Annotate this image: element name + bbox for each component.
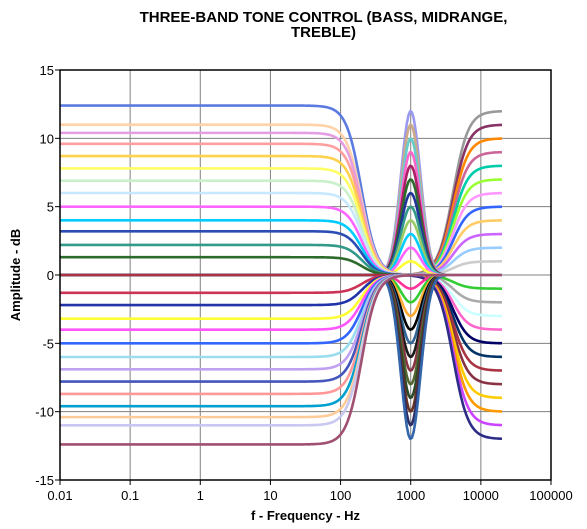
y-tick-label: 0 (47, 268, 54, 283)
y-tick-labels: -15 -10 -5 0 5 10 15 (35, 63, 54, 488)
x-tick-label: 1000 (396, 488, 425, 503)
chart-title-line-2: TREBLE) (291, 24, 356, 41)
chart-title-line-1: THREE-BAND TONE CONTROL (BASS, MIDRANGE, (139, 9, 508, 26)
bass-curve (60, 273, 502, 427)
bass-curve (60, 131, 502, 277)
y-tick-label: 15 (40, 63, 54, 78)
y-tick-label: -5 (42, 336, 54, 351)
bass-curve (60, 142, 502, 277)
x-tick-label: 100 (330, 488, 352, 503)
chart-title: THREE-BAND TONE CONTROL (BASS, MIDRANGE,… (60, 10, 587, 40)
x-tick-label: 1 (197, 488, 204, 503)
bass-curve (60, 273, 502, 408)
x-tick-label: 100000 (529, 488, 572, 503)
bass-curve (60, 273, 502, 446)
x-axis-label: f - Frequency - Hz (251, 508, 361, 523)
midrange-curve (60, 273, 502, 427)
y-tick-label: -15 (35, 473, 54, 488)
midrange-curve (60, 123, 502, 277)
bass-curve (60, 123, 502, 277)
x-tick-label: 0.1 (121, 488, 139, 503)
y-tick-label: 10 (40, 131, 54, 146)
x-tick-labels: 0.01 0.1 1 10 100 1000 10000 100000 (47, 488, 572, 503)
bass-curve (60, 273, 502, 419)
x-tick-label: 0.01 (47, 488, 72, 503)
x-tick-label: 10000 (463, 488, 499, 503)
bass-curve (60, 104, 502, 277)
y-tick-label: -10 (35, 405, 54, 420)
plot-lines (60, 104, 503, 446)
y-tick-label: 5 (47, 200, 54, 215)
treble-curve (60, 123, 503, 277)
treble-curve (60, 273, 503, 427)
x-tick-label: 10 (263, 488, 277, 503)
plot-frame (59, 69, 552, 481)
y-axis-label: Amplitude - dB (8, 229, 23, 321)
